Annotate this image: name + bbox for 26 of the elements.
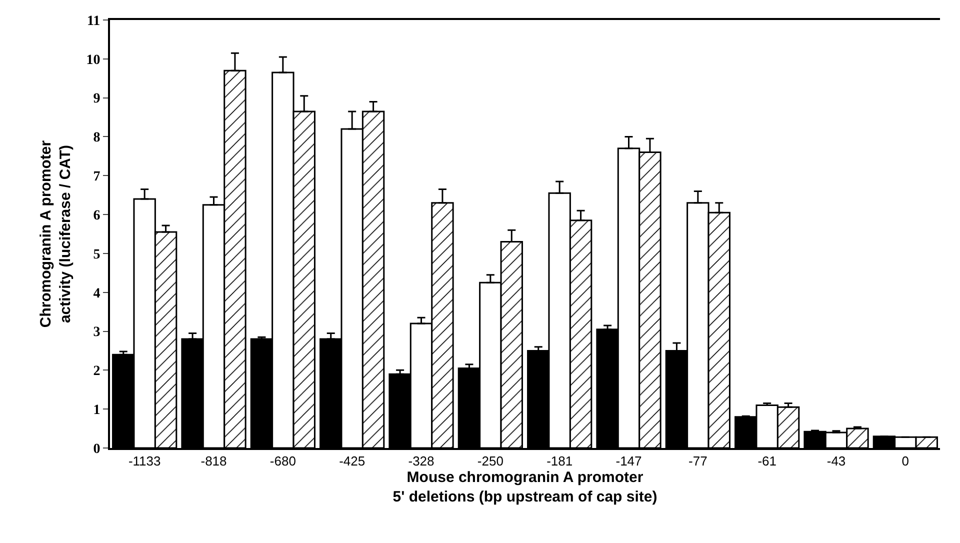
y-tick-label: 5 [93, 247, 100, 262]
x-tick-label: -61 [758, 454, 776, 469]
y-tick-label: 7 [93, 170, 100, 185]
x-tick-label: -818 [200, 454, 227, 469]
x-tick-label: -147 [616, 454, 642, 469]
y-tick-label: 4 [93, 286, 100, 302]
x-tick-label: 0 [902, 454, 910, 469]
x-tick-label: -328 [408, 454, 434, 469]
y-tick-label: 1 [93, 402, 100, 418]
x-tick-label: -1133 [128, 454, 161, 469]
x-tick-label: -77 [688, 454, 708, 469]
y-axis-title: Chromogranin A promoter activity (luciferase / CAT) [37, 140, 74, 328]
x-tick-label: -43 [826, 454, 846, 469]
y-tick-label: 0 [93, 442, 100, 457]
x-axis-title: Mouse chromogranin A promoter 5' deletions (bp upstream of cap site) [392, 469, 658, 506]
y-tick-label: 10 [86, 52, 100, 68]
x-tick-label: -181 [546, 454, 573, 469]
y-tick-label: 2 [93, 364, 100, 380]
x-tick-label: -680 [270, 454, 296, 469]
y-tick-label: 8 [93, 130, 100, 146]
y-tick-label: 6 [93, 208, 100, 224]
x-tick-label: -250 [477, 454, 504, 469]
y-tick-label: 9 [93, 92, 100, 107]
x-tick-label: -425 [339, 454, 366, 469]
y-tick-label: 11 [86, 14, 100, 29]
y-tick-label: 3 [93, 325, 100, 340]
